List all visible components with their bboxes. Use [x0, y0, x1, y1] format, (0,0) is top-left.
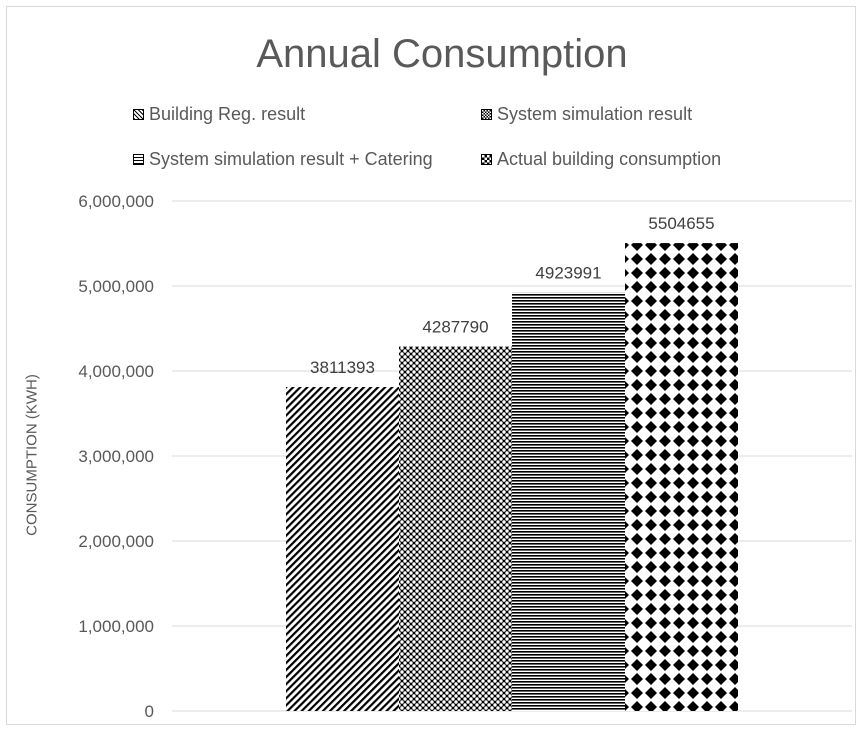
bar-diamond	[625, 243, 738, 712]
y-tick-label: 6,000,000	[78, 192, 154, 211]
y-tick-label: 0	[145, 702, 154, 721]
legend-swatch-diamond	[481, 154, 492, 165]
legend-swatch-checker	[481, 109, 492, 120]
y-tick-label: 4,000,000	[78, 362, 154, 381]
data-label: 3811393	[310, 358, 375, 377]
legend-label: Building Reg. result	[149, 104, 306, 124]
legend-item-building-reg: Building Reg. result	[133, 104, 305, 125]
legend-item-actual-consumption: Actual building consumption	[481, 149, 721, 170]
y-tick-label: 3,000,000	[78, 447, 154, 466]
y-tick-label: 5,000,000	[78, 277, 154, 296]
legend-swatch-horizontal	[133, 154, 144, 165]
bar-diagonal	[286, 387, 399, 711]
legend-label: System simulation result	[497, 104, 693, 124]
data-label: 5504655	[648, 214, 714, 233]
data-label: 4923991	[535, 263, 601, 282]
legend-item-system-simulation-catering: System simulation result + Catering	[133, 149, 433, 170]
data-label: 4287790	[422, 318, 488, 337]
legend-label: Actual building consumption	[497, 149, 722, 169]
chart-title: Annual Consumption	[256, 32, 628, 76]
legend-item-system-simulation: System simulation result	[481, 104, 692, 125]
y-tick-label: 1,000,000	[78, 617, 154, 636]
bar-checker	[399, 346, 512, 711]
legend-swatch-diagonal	[133, 109, 144, 120]
bar-horizontal	[512, 292, 625, 711]
y-tick-label: 2,000,000	[78, 532, 154, 551]
legend-label: System simulation result + Catering	[149, 149, 433, 169]
